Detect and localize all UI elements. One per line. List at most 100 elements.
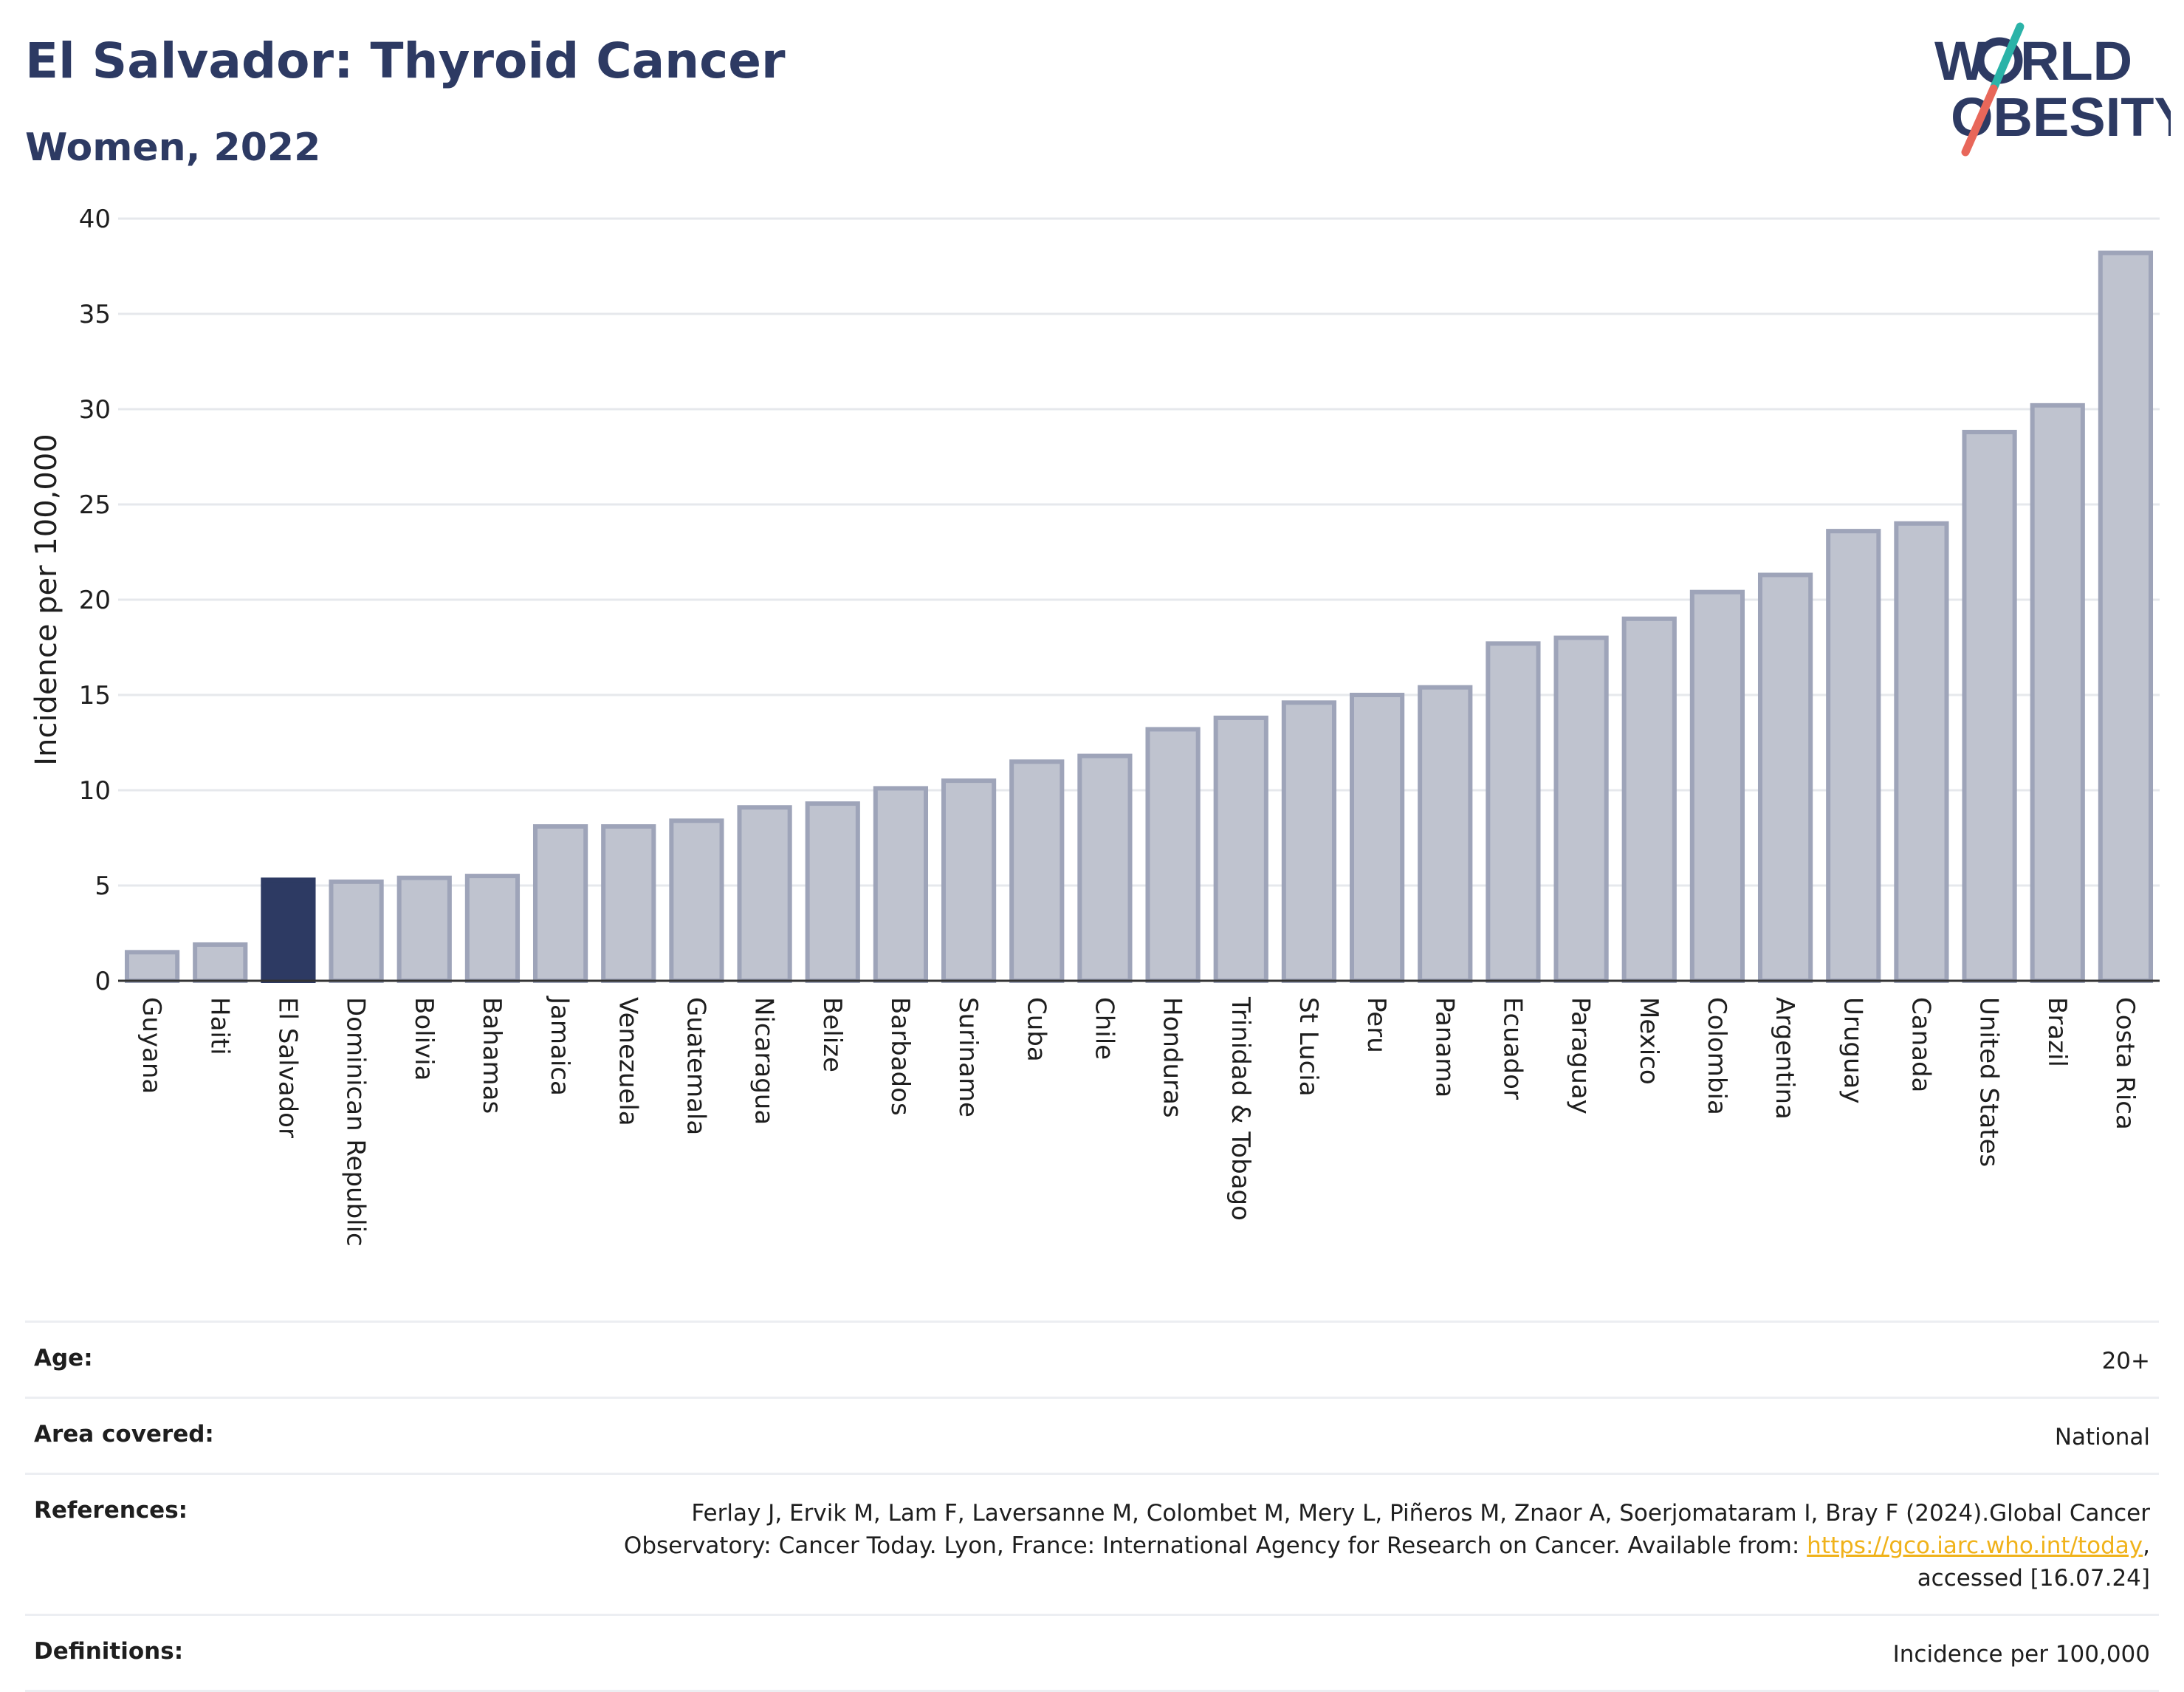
x-tick-label: Brazil [2042,997,2072,1067]
logo-text-world-end: RLD [2020,30,2132,92]
logo-slash-coral [1961,84,1998,157]
x-tick-label: Nicaragua [749,997,779,1125]
bar [1009,759,1065,984]
x-tick-label: Venezuela [613,997,642,1126]
definitions-label: Definitions: [34,1638,184,1665]
bar [1757,572,1813,983]
bar [941,778,997,983]
references-line-2-text: Observatory: Cancer Today. Lyon, France:… [623,1532,1807,1559]
bar [1689,589,1745,983]
x-tick-label: Bahamas [477,997,506,1114]
bar [1213,715,1268,984]
world-obesity-logo: W RLD OBESITY [1934,22,2171,157]
bar [2030,403,2085,983]
chart-title: El Salvador: Thyroid Cancer [25,32,786,89]
x-tick-label: Canada [1906,997,1935,1092]
bar [261,877,316,984]
y-axis-label: Incidence per 100,000 [30,434,63,766]
area-value: National [2054,1424,2150,1450]
x-tick-label: Colombia [1702,997,1731,1115]
grid-lines [118,217,2160,887]
y-tick-label: 40 [79,205,111,234]
y-axis-ticks: 0 5 10 15 20 25 30 35 40 [79,205,111,996]
y-tick-label: 30 [79,395,111,425]
meta-row-age: Age: 20+ [25,1321,2159,1397]
bar [873,786,929,984]
bar [737,805,792,983]
bar [1826,529,1881,983]
meta-row-references: References: Ferlay J, Ervik M, Lam F, La… [25,1473,2159,1614]
bar-chart: 0 5 10 15 20 25 30 35 40 Guyana Haiti El Salvador D… [30,205,2160,1247]
x-tick-label: Mexico [1634,997,1663,1085]
x-tick-label: Trinidad & Tobago [1226,996,1255,1221]
x-tick-label: Dominican Republic [341,997,371,1247]
age-value: 20+ [2101,1348,2150,1374]
bar [1281,700,1337,983]
logo-slash-teal [1989,22,2025,93]
bar [1418,685,1473,983]
bar [124,950,180,984]
bar [2098,250,2154,983]
x-tick-label: Honduras [1158,997,1187,1118]
bar [669,818,724,984]
bar [1077,753,1133,983]
references-line-1: Ferlay J, Ervik M, Lam F, Laversanne M, … [691,1500,2150,1527]
meta-row-area: Area covered: National [25,1397,2159,1473]
bar [1894,521,1949,983]
y-tick-label: 5 [95,871,111,901]
x-tick-label: Costa Rica [2110,997,2140,1130]
bar [532,824,588,984]
y-tick-label: 15 [79,681,111,710]
area-label: Area covered: [34,1421,214,1448]
y-tick-label: 35 [79,300,111,329]
x-tick-label: Uruguay [1838,997,1867,1104]
references-link[interactable]: https://gco.iarc.who.int/today [1807,1532,2143,1559]
bar [1349,693,1405,983]
x-tick-label: United States [1974,997,2004,1167]
x-tick-label: Chile [1089,997,1119,1060]
bar [1486,641,1541,984]
bar [329,879,384,983]
chart-subtitle: Women, 2022 [25,126,321,170]
x-tick-label: Ecuador [1497,997,1527,1100]
references-line-3: accessed [16.07.24] [1917,1565,2150,1592]
bar [193,942,248,983]
references-line-2: Observatory: Cancer Today. Lyon, France:… [624,1530,2150,1562]
y-tick-label: 25 [79,490,111,520]
x-tick-label: Peru [1361,997,1391,1053]
references-value: Ferlay J, Ervik M, Lam F, Laversanne M, … [624,1497,2150,1595]
x-tick-label: Bolivia [409,997,439,1080]
metadata-table: Age: 20+ Area covered: National Referenc… [25,1321,2159,1692]
bar [464,874,521,983]
x-tick-label: Cuba [1021,997,1051,1062]
x-tick-label: Paraguay [1566,997,1596,1114]
y-tick-label: 10 [79,776,111,806]
x-tick-label: St Lucia [1294,997,1323,1097]
x-tick-label: Haiti [205,997,234,1055]
bar [1962,429,2017,983]
x-tick-label: Panama [1429,997,1459,1097]
bar [601,824,656,984]
bar [1621,616,1677,983]
bar [1145,727,1201,983]
age-label: Age: [34,1345,93,1371]
x-tick-label: Argentina [1770,997,1799,1120]
x-axis-labels: Guyana Haiti El Salvador Dominican Republic… [137,996,2140,1247]
x-tick-label: Guyana [137,997,166,1094]
bar [1553,635,1609,983]
bar [805,801,860,984]
meta-row-definitions: Definitions: Incidence per 100,000 [25,1614,2159,1692]
x-tick-label: El Salvador [272,997,302,1138]
references-label: References: [34,1497,188,1524]
bars [124,250,2154,984]
bar [396,875,452,984]
y-tick-label: 0 [95,967,111,996]
x-tick-label: Guatemala [681,997,710,1135]
references-line-2-end: , [2143,1532,2150,1559]
x-tick-label: Belize [817,997,847,1072]
y-tick-label: 20 [79,586,111,615]
x-tick-label: Barbados [885,997,915,1116]
x-tick-label: Jamaica [545,996,574,1096]
x-tick-label: Suriname [953,997,983,1117]
definitions-value: Incidence per 100,000 [1892,1641,2150,1668]
